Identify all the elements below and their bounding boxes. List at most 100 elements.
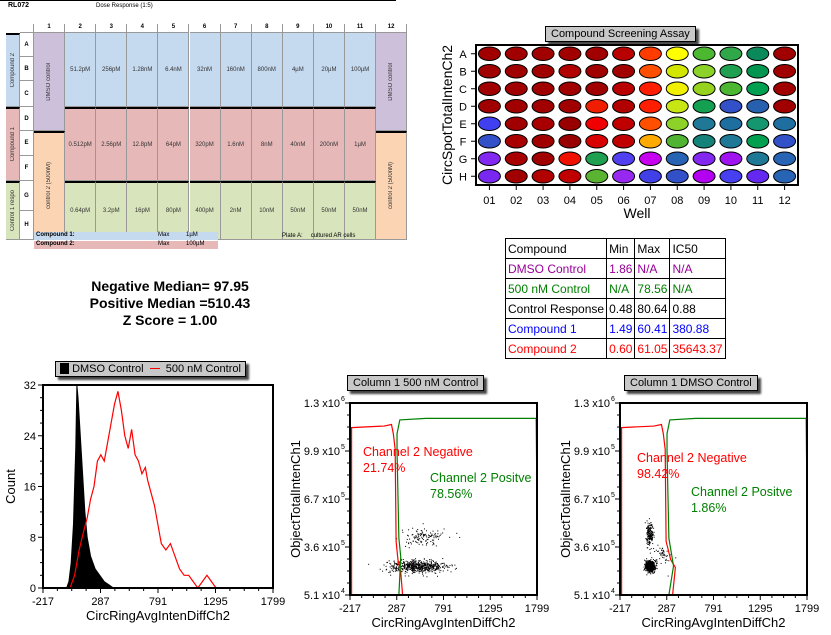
scatter-point [448,566,450,568]
y-tick-exponent: 5 [341,444,345,451]
plate-subtitle: Dose Response (1:5) [96,3,153,9]
scatter-point [649,529,651,531]
scatter-point [645,561,647,563]
scatter-point [663,557,665,559]
well-F07 [638,133,662,149]
footer-compound1-label: Compound 1: [36,232,75,238]
scatter-point [649,543,651,545]
scatter-point [431,567,433,569]
well-B12 [773,63,797,79]
scatter-point [421,568,423,570]
scatter-point [416,531,418,533]
scatter-point [422,565,424,567]
scatter-point [406,541,408,543]
scatter-point [447,565,449,567]
scatter-point [652,570,654,572]
scatter-point [449,564,451,566]
scatter-point [442,532,444,534]
scatter-point [430,567,432,569]
scatter-point [424,534,426,536]
legend-500nm: 500 nM Control [165,363,241,375]
scatter-point [417,566,419,568]
dose-cell-compound1: 64pM [158,107,190,181]
well-A07 [638,46,662,62]
scatter-point [422,570,424,572]
scatter-point [644,559,646,561]
scatter-point [437,533,439,535]
scatter-point [402,569,404,571]
scatter-point [407,534,409,536]
scatter-point [648,524,650,526]
scatter-points [643,518,677,577]
heatmap-col-label: 06 [617,195,629,207]
scatter-point [390,563,392,565]
scatter-point [651,531,653,533]
header-max: Max [634,238,671,259]
scatter-point [459,536,461,538]
scatter-point [644,564,646,566]
scatter-point [447,566,449,568]
scatter-point [433,564,435,566]
scatter-point [449,536,451,538]
scatter-point [382,570,384,572]
well-G06 [612,151,636,167]
plate-column-header-label: 8 [265,24,269,30]
well-B05 [585,63,609,79]
scatter-point [647,528,649,530]
scatter-point [409,568,411,570]
scatter-point [649,552,651,554]
scatter-point [644,522,646,524]
dose-cell-compound2-label: 100µM [350,66,370,73]
x-tick-label: 1799 [525,603,549,615]
scatter-point [395,568,397,570]
well-A04 [558,46,582,62]
scatter-point [398,569,400,571]
scatter-point [407,565,409,567]
scatter-point [432,541,434,543]
scatter-point [427,569,429,571]
scatter-point [431,564,433,566]
scatter-point [432,544,434,546]
scatter-point [647,563,649,565]
y-tick-exponent: 4 [611,588,615,595]
scatter-point [414,565,416,567]
cell-max: 60.41 [634,318,671,339]
scatter-point [661,555,663,557]
scatter-point [385,569,387,571]
scatter-point [646,569,648,571]
scatter-point [436,568,438,570]
dose-cell-compound2-label: 800nM [257,66,276,73]
scatter-point [408,562,410,564]
scatter-point [649,566,651,568]
scatter-point [413,567,415,569]
scatter-point [407,561,409,563]
scatter-point [647,572,649,574]
scatter-point [648,560,650,562]
well-C06 [612,81,636,97]
x-tick-label: 791 [149,596,167,608]
scatter-point [663,554,665,556]
scatter-point [438,536,440,538]
scatter-point [415,537,417,539]
scatter1-title: Column 1 500 nM Control [347,375,485,391]
scatter-point [434,535,436,537]
dose-cell-compound1: 0.512pM [65,107,97,181]
scatter-point [412,571,414,573]
dose-cell-compound2: 6.4nM [158,33,190,107]
scatter-point [413,569,415,571]
dose-cell-compound2-label: 160nM [226,66,245,73]
plate-column-header: 11 [345,24,377,33]
scatter-point [647,539,649,541]
scatter-point [647,535,649,537]
scatter-point [393,564,395,566]
scatter-point [436,569,438,571]
scatter-point [419,567,421,569]
heatmap-col-label: 09 [698,195,710,207]
scatter-point [404,564,406,566]
y-tick-label: 1.3 x10 [574,398,610,410]
scatter-point [650,527,652,529]
scatter-point [425,566,427,568]
scatter-point [420,534,422,536]
scatter-point [431,539,433,541]
dose-cell-control-label: 50nM [321,208,337,214]
